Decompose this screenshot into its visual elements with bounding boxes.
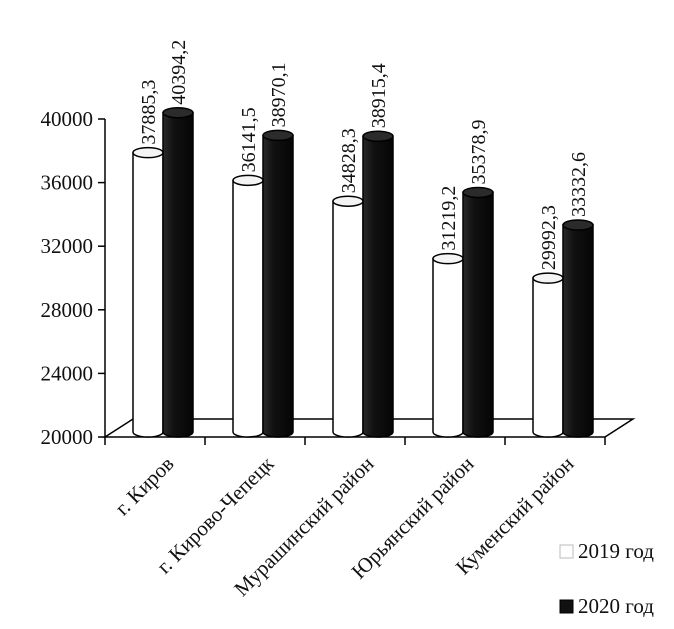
bar-2020 (562, 219, 594, 438)
legend-swatch (559, 544, 574, 559)
data-label: 37885,3 (138, 80, 160, 145)
y-tick-label: 36000 (41, 171, 94, 195)
data-label: 40394,2 (168, 40, 190, 105)
legend-swatch (559, 599, 574, 614)
y-tick-label: 40000 (41, 107, 94, 131)
y-tick-label: 24000 (41, 361, 94, 385)
y-tick-label: 28000 (41, 298, 94, 322)
legend-item: 2019 год (559, 539, 654, 563)
legend-label: 2020 год (578, 594, 654, 618)
category-label: г. Киров (110, 452, 179, 521)
bar-2019 (132, 146, 164, 438)
data-label: 36141,5 (238, 107, 260, 172)
data-label: 33332,6 (568, 152, 590, 217)
chart-bars (132, 106, 594, 438)
legend-item: 2020 год (559, 594, 654, 618)
data-label: 38970,1 (268, 62, 290, 127)
bar-2019 (532, 272, 564, 438)
data-label: 29992,3 (538, 205, 560, 270)
y-tick-label: 20000 (41, 425, 94, 449)
bar-2020 (262, 129, 294, 438)
chart-legend: 2019 год 2020 год (559, 539, 654, 618)
y-tick-label: 32000 (41, 234, 94, 258)
bar-2019 (232, 174, 264, 438)
bar-2020 (362, 130, 394, 438)
bar-2019 (332, 195, 364, 438)
bar-2020 (462, 186, 494, 438)
bar-2019 (432, 252, 464, 438)
data-label: 38915,4 (368, 63, 390, 128)
bar-2020 (162, 106, 194, 438)
legend-label: 2019 год (578, 539, 654, 563)
data-label: 34828,3 (338, 128, 360, 193)
data-label: 31219,2 (438, 186, 460, 251)
data-label: 35378,9 (468, 119, 490, 184)
